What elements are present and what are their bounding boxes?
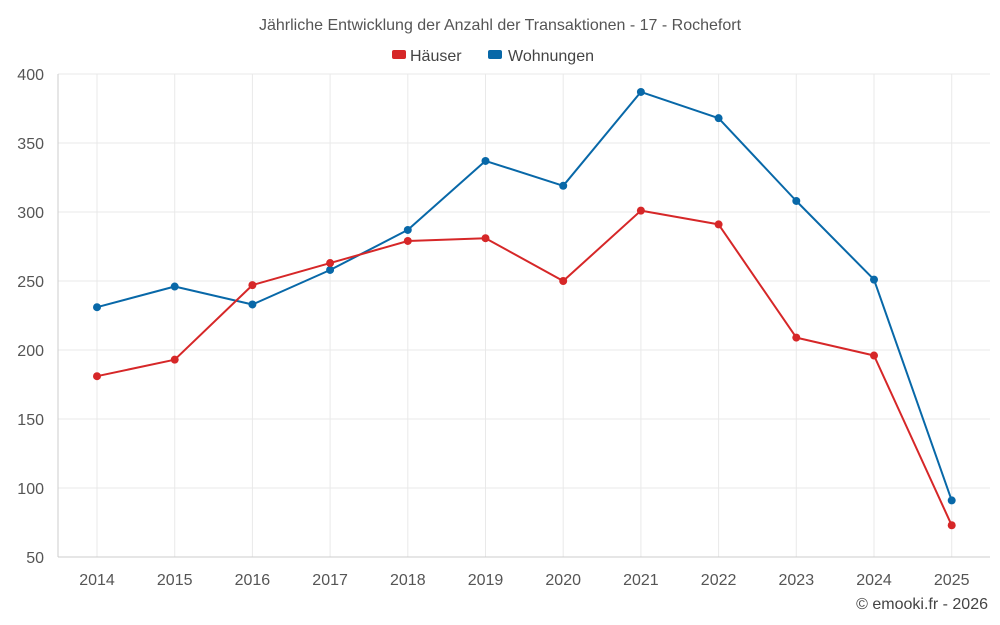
series-line-wohnungen[interactable]: [96, 90, 953, 501]
data-point-haeuser[interactable]: [714, 220, 723, 229]
data-point-wohnungen[interactable]: [870, 275, 878, 284]
y-tick-label: 300: [17, 205, 44, 222]
x-tick-label: 2021: [623, 572, 659, 589]
chart-title: Jährliche Entwicklung der Anzahl der Tra…: [259, 17, 742, 34]
data-point-haeuser[interactable]: [326, 259, 335, 268]
axes: 50 100 150 200 250 300 350 400 2014 2015 2016 2017 2…: [17, 67, 990, 589]
data-point-haeuser[interactable]: [870, 351, 878, 360]
data-point-wohnungen[interactable]: [403, 225, 412, 234]
x-tick-label: 2016: [235, 572, 271, 589]
data-point-haeuser[interactable]: [792, 333, 801, 342]
data-point-haeuser[interactable]: [93, 372, 101, 381]
legend-label-wohnungen: Wohnungen: [508, 48, 594, 65]
legend-label-haeuser: Häuser: [410, 48, 462, 65]
data-point-haeuser[interactable]: [947, 521, 956, 530]
data-point-haeuser[interactable]: [481, 234, 490, 243]
data-point-wohnungen[interactable]: [947, 496, 956, 505]
data-point-haeuser[interactable]: [248, 281, 257, 290]
series-line-haeuser[interactable]: [96, 209, 953, 526]
data-point-wohnungen[interactable]: [326, 265, 335, 274]
x-tick-label: 2018: [390, 572, 426, 589]
x-tick-label: 2020: [545, 572, 581, 589]
x-tick-label: 2019: [468, 572, 504, 589]
y-tick-label: 50: [26, 550, 44, 567]
data-point-wohnungen[interactable]: [170, 282, 179, 291]
credit-text: © emooki.fr - 2026: [856, 596, 988, 613]
legend-item-haeuser[interactable]: Häuser: [392, 48, 462, 65]
data-point-wohnungen[interactable]: [714, 114, 723, 123]
y-tick-label: 250: [17, 274, 44, 291]
data-point-haeuser[interactable]: [636, 206, 645, 215]
x-tick-label: 2023: [779, 572, 815, 589]
x-tick-label: 2014: [79, 572, 115, 589]
data-point-wohnungen[interactable]: [93, 303, 101, 312]
data-point-haeuser[interactable]: [170, 355, 179, 364]
data-point-wohnungen[interactable]: [559, 181, 568, 190]
data-point-wohnungen[interactable]: [481, 156, 490, 165]
x-tick-label: 2025: [934, 572, 970, 589]
y-tick-label: 100: [17, 481, 44, 498]
y-tick-label: 350: [17, 136, 44, 153]
data-point-wohnungen[interactable]: [792, 196, 801, 205]
legend-swatch-wohnungen: [488, 50, 502, 59]
y-tick-label: 150: [17, 412, 44, 429]
series: [93, 87, 956, 530]
x-tick-label: 2022: [701, 572, 737, 589]
grid: [58, 73, 990, 557]
data-point-wohnungen[interactable]: [636, 87, 645, 96]
legend[interactable]: Häuser Wohnungen: [392, 48, 594, 65]
legend-swatch-haeuser: [392, 50, 406, 59]
data-point-haeuser[interactable]: [403, 236, 412, 245]
legend-item-wohnungen[interactable]: Wohnungen: [488, 48, 594, 65]
x-tick-label: 2017: [312, 572, 348, 589]
data-point-haeuser[interactable]: [559, 277, 568, 285]
x-tick-label: 2015: [157, 572, 193, 589]
data-point-wohnungen[interactable]: [248, 300, 257, 309]
x-tick-label: 2024: [856, 572, 892, 589]
y-tick-label: 200: [17, 343, 44, 360]
y-tick-label: 400: [17, 67, 44, 84]
